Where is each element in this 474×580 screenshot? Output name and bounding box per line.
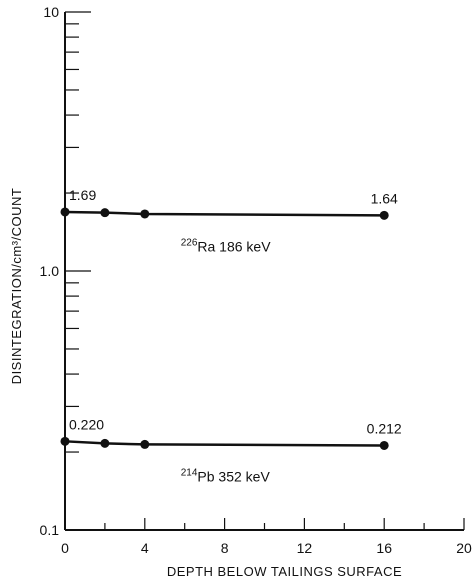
series-label-mass: 214 (181, 467, 198, 478)
data-point (100, 438, 110, 448)
series-label: 226Ra 186 keV (181, 237, 272, 254)
data-label: 1.69 (69, 187, 96, 203)
x-axis-title: DEPTH BELOW TAILINGS SURFACE (167, 564, 402, 579)
data-point (60, 436, 70, 446)
data-point (379, 440, 389, 450)
x-tick-label: 16 (376, 540, 392, 556)
data-label: 0.212 (367, 420, 402, 436)
series-label-mass: 226 (181, 237, 198, 248)
data-point (140, 439, 150, 449)
x-tick-label: 20 (456, 540, 472, 556)
data-point (100, 208, 110, 218)
x-tick-label: 8 (221, 540, 229, 556)
x-tick-label: 4 (141, 540, 149, 556)
series-line (64, 210, 385, 217)
data-label: 0.220 (69, 416, 104, 432)
y-tick-label: 1.0 (40, 263, 60, 279)
y-tick-label: 10 (43, 4, 59, 20)
series-line (64, 440, 385, 447)
data-point (60, 207, 70, 217)
series-label: 214Pb 352 keV (181, 467, 271, 484)
data-point (379, 210, 389, 220)
series-label-text: Ra 186 keV (197, 238, 271, 254)
y-tick-label: 0.1 (40, 522, 60, 538)
x-tick-label: 12 (297, 540, 313, 556)
y-axis-title: DISINTEGRATION/cm³/COUNT (9, 188, 24, 385)
data-label: 1.64 (371, 190, 398, 206)
data-point (140, 209, 150, 219)
x-tick-label: 0 (61, 540, 69, 556)
series-label-text: Pb 352 keV (197, 468, 270, 484)
